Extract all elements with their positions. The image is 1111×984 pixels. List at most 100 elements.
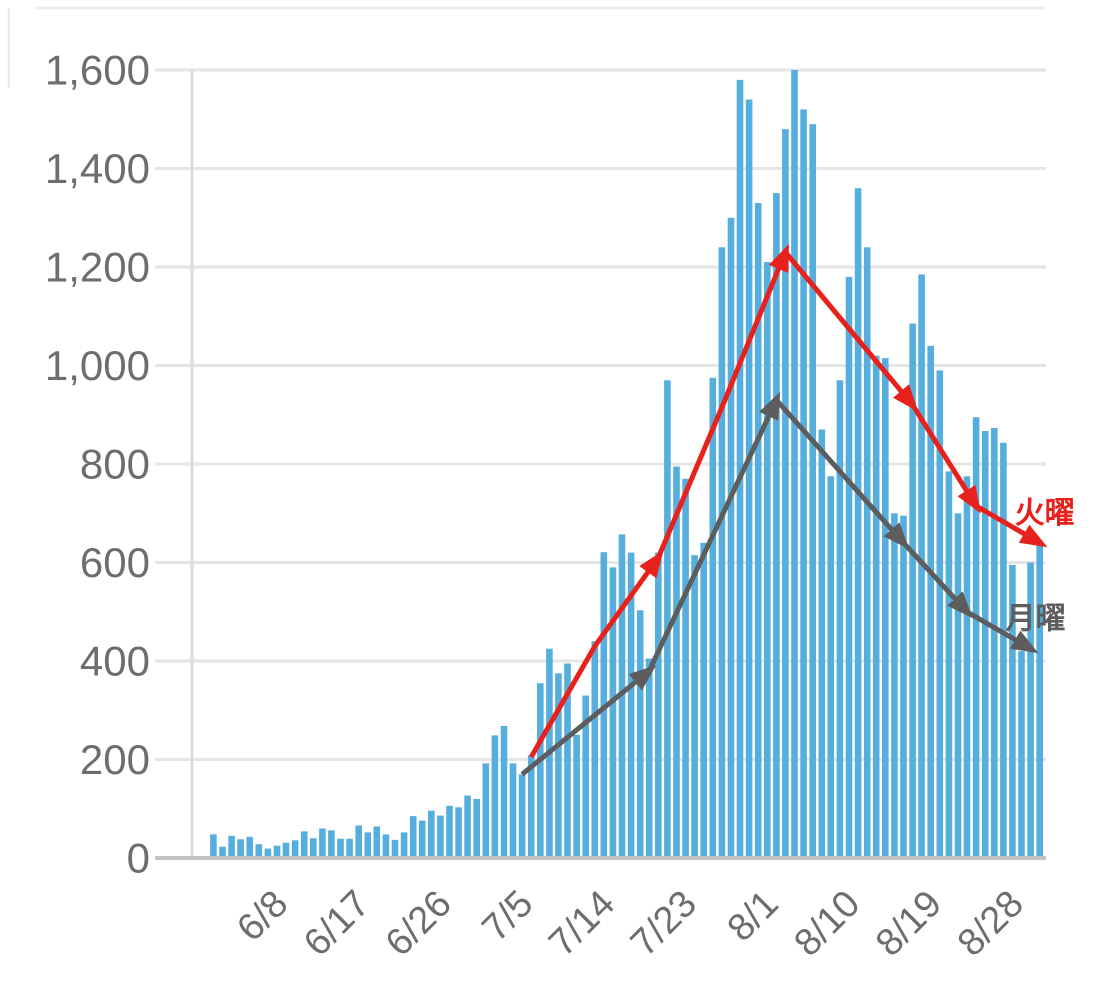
- bar[interactable]: [836, 380, 844, 858]
- bar[interactable]: [609, 567, 617, 858]
- bar[interactable]: [927, 345, 934, 858]
- bar[interactable]: [573, 734, 580, 858]
- bar[interactable]: [764, 262, 771, 859]
- bar[interactable]: [664, 380, 671, 858]
- bar[interactable]: [827, 476, 835, 858]
- bar[interactable]: [963, 476, 971, 858]
- bar[interactable]: [954, 513, 962, 859]
- bar[interactable]: [355, 825, 362, 859]
- bar[interactable]: [310, 838, 317, 858]
- bar[interactable]: [518, 774, 526, 858]
- y-tick-label: 600: [80, 539, 150, 586]
- bar[interactable]: [382, 834, 390, 858]
- bar[interactable]: [709, 377, 717, 858]
- bar[interactable]: [981, 431, 989, 858]
- bar[interactable]: [791, 70, 798, 858]
- bar[interactable]: [800, 109, 807, 858]
- bar[interactable]: [255, 844, 263, 858]
- bar[interactable]: [936, 370, 944, 858]
- bar[interactable]: [645, 658, 653, 859]
- bar[interactable]: [264, 848, 272, 858]
- bar[interactable]: [437, 815, 444, 858]
- bar[interactable]: [464, 795, 471, 859]
- bar[interactable]: [491, 735, 499, 858]
- bar[interactable]: [418, 820, 426, 858]
- bar[interactable]: [754, 203, 762, 858]
- bar[interactable]: [373, 826, 381, 859]
- bar[interactable]: [564, 663, 571, 859]
- bar[interactable]: [845, 276, 853, 858]
- bar[interactable]: [945, 471, 953, 858]
- bar[interactable]: [500, 726, 508, 858]
- bar[interactable]: [854, 188, 862, 858]
- bar[interactable]: [509, 763, 517, 858]
- bar[interactable]: [291, 840, 299, 858]
- bar[interactable]: [655, 552, 662, 858]
- bar[interactable]: [727, 217, 735, 859]
- bar[interactable]: [627, 552, 635, 858]
- bar[interactable]: [682, 478, 689, 858]
- bar[interactable]: [972, 417, 980, 858]
- bar[interactable]: [537, 683, 544, 858]
- bar[interactable]: [909, 323, 916, 859]
- bar[interactable]: [428, 810, 435, 858]
- bar[interactable]: [773, 193, 780, 859]
- monday-label: 月曜: [1006, 603, 1066, 636]
- bar[interactable]: [300, 831, 308, 858]
- bar[interactable]: [745, 99, 753, 859]
- bar[interactable]: [818, 429, 826, 859]
- bar[interactable]: [700, 542, 707, 858]
- bar[interactable]: [582, 695, 589, 859]
- bar[interactable]: [1027, 562, 1034, 859]
- bar[interactable]: [228, 835, 235, 858]
- bar[interactable]: [718, 247, 726, 859]
- bar[interactable]: [782, 129, 789, 859]
- bar[interactable]: [591, 641, 599, 858]
- bar[interactable]: [1000, 442, 1007, 858]
- bar[interactable]: [391, 839, 399, 858]
- bar[interactable]: [882, 358, 889, 858]
- bar[interactable]: [273, 845, 281, 858]
- bar[interactable]: [863, 247, 871, 859]
- bar[interactable]: [246, 836, 253, 858]
- bar[interactable]: [446, 805, 453, 858]
- bar[interactable]: [346, 838, 353, 858]
- bar[interactable]: [991, 428, 998, 858]
- tuesday-arrowhead: [1018, 524, 1048, 548]
- bar[interactable]: [319, 828, 326, 859]
- bar[interactable]: [918, 274, 925, 858]
- bar[interactable]: [527, 755, 535, 858]
- bar[interactable]: [219, 846, 226, 858]
- bar[interactable]: [872, 355, 880, 858]
- monday-arrowhead: [628, 665, 657, 691]
- bar[interactable]: [1009, 565, 1016, 858]
- bar[interactable]: [364, 832, 372, 858]
- bar[interactable]: [691, 555, 698, 858]
- bar[interactable]: [809, 124, 816, 858]
- bar[interactable]: [673, 466, 680, 859]
- x-tick-label: 8/10: [786, 883, 868, 965]
- bar[interactable]: [282, 842, 290, 858]
- monday-arrowhead: [883, 522, 910, 550]
- tuesday-arrowhead: [893, 384, 919, 412]
- bar[interactable]: [482, 763, 490, 858]
- bar[interactable]: [473, 798, 480, 858]
- y-tick-label: 1,200: [45, 244, 150, 291]
- bar[interactable]: [555, 673, 562, 858]
- bar[interactable]: [337, 838, 344, 858]
- bar[interactable]: [1018, 651, 1025, 858]
- bar[interactable]: [891, 513, 898, 859]
- bar[interactable]: [210, 834, 217, 858]
- bar[interactable]: [736, 79, 744, 858]
- bar[interactable]: [400, 832, 408, 858]
- bar[interactable]: [328, 830, 335, 858]
- bar[interactable]: [409, 816, 417, 858]
- bar[interactable]: [455, 807, 462, 858]
- bar[interactable]: [1036, 542, 1043, 858]
- bar[interactable]: [900, 515, 907, 858]
- bar[interactable]: [636, 610, 644, 858]
- y-tick-label: 0: [127, 835, 150, 882]
- bar[interactable]: [237, 839, 244, 858]
